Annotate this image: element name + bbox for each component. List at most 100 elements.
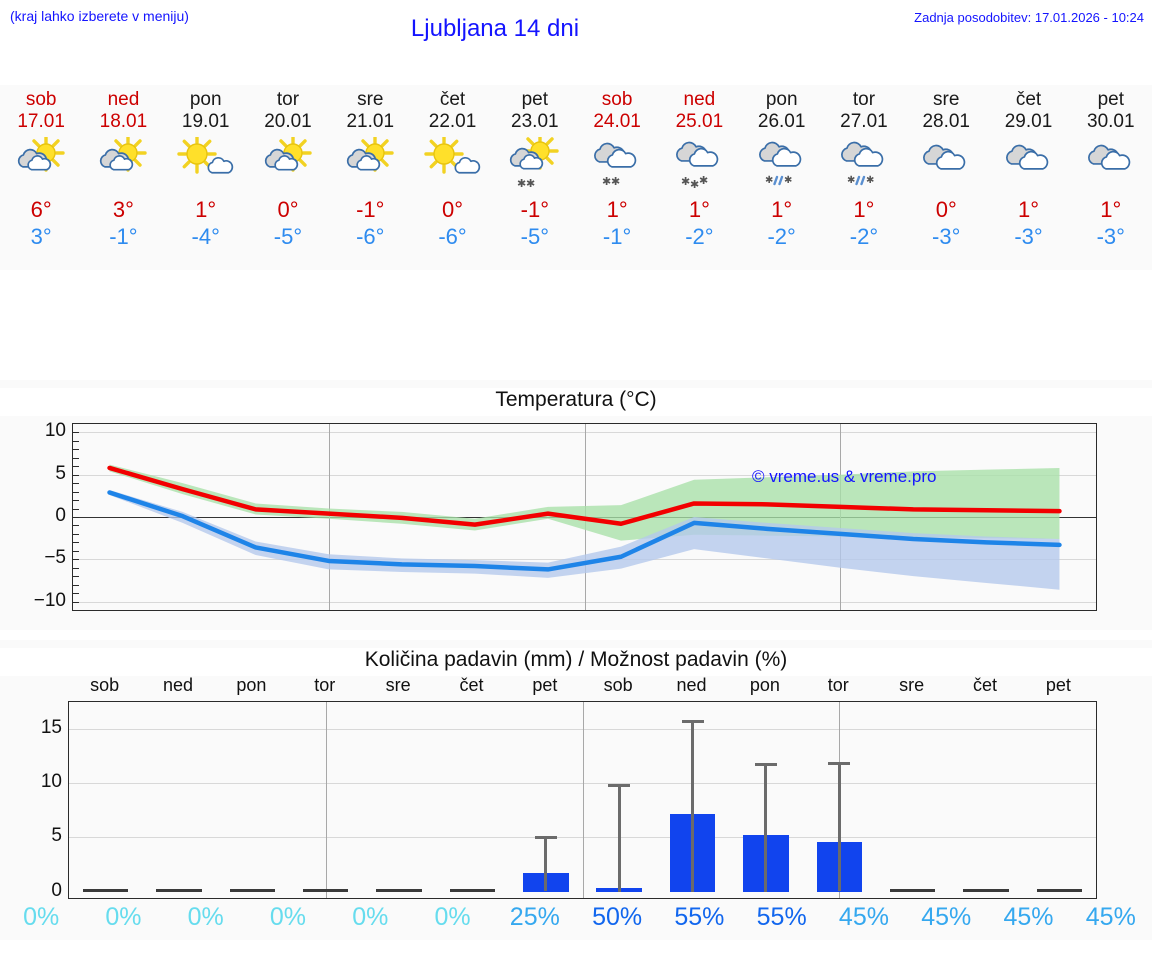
precipitation-day-label: tor — [827, 675, 849, 695]
y-axis-tick-label: 15 — [40, 717, 62, 739]
day-column[interactable]: čet 29.01 1° -3° — [987, 85, 1069, 270]
day-min-temperature: -2° — [685, 224, 714, 249]
precipitation-day-label: čet — [972, 675, 997, 695]
precipitation-probability-label: 45% — [838, 903, 889, 931]
y-axis-tick-label: −5 — [44, 547, 66, 569]
day-min-temperature: -6° — [356, 224, 385, 249]
cloud-light-snow-icon: ✱ ✱ — [586, 137, 648, 189]
y-axis-tick-label: 5 — [51, 825, 62, 847]
day-column[interactable]: pon 19.01 1° -4° — [165, 85, 247, 270]
day-name: pet — [521, 89, 549, 110]
precipitation-error-bar-cap — [828, 761, 851, 765]
precipitation-bar-zero[interactable] — [449, 888, 496, 892]
day-name: pon — [765, 89, 798, 110]
day-date: 29.01 — [1004, 111, 1053, 132]
day-column[interactable]: tor 20.01 0° -5° — [247, 85, 329, 270]
svg-text:✱: ✱ — [690, 178, 699, 189]
gridline-vertical — [582, 702, 584, 898]
svg-text:✱: ✱ — [602, 175, 611, 188]
day-max-temperature: 1° — [195, 197, 217, 222]
day-column[interactable]: pon 26.01 ✱ ✱ 1° -2° — [741, 85, 823, 270]
precipitation-day-label: pon — [236, 675, 267, 695]
precipitation-error-bar — [691, 720, 695, 892]
temperature-line — [107, 465, 1062, 527]
day-min-temperature: -2° — [767, 224, 796, 249]
gridline-vertical — [325, 702, 327, 898]
precipitation-bar-zero[interactable] — [376, 888, 422, 892]
precipitation-probability-label: 55% — [756, 903, 807, 931]
svg-text:✱: ✱ — [681, 175, 690, 188]
day-name: sre — [933, 89, 960, 110]
day-max-temperature: 3° — [112, 197, 134, 222]
temperature-range-band — [109, 464, 1060, 541]
axis-tick-mark — [73, 491, 79, 493]
axis-tick-mark — [73, 601, 79, 603]
day-date: 18.01 — [99, 111, 148, 132]
day-column[interactable]: pet 30.01 1° -3° — [1070, 85, 1152, 270]
day-date: 26.01 — [757, 111, 806, 132]
precipitation-bar-zero[interactable] — [156, 888, 202, 892]
svg-text:✱: ✱ — [765, 175, 773, 186]
precipitation-probability-label: 55% — [674, 903, 725, 931]
precipitation-day-label: ned — [163, 675, 194, 695]
precipitation-bar-zero[interactable] — [963, 888, 1009, 892]
menu-hint-text: (kraj lahko izberete v meniju) — [10, 8, 189, 24]
axis-tick-mark — [73, 525, 79, 527]
day-min-temperature: -4° — [191, 224, 220, 249]
cloud-snow-icon: ✱ ✱ ✱ — [668, 137, 730, 191]
precipitation-error-bar-cap — [754, 762, 777, 766]
day-column[interactable]: sob 24.01 ✱ ✱ 1° -1° — [576, 85, 658, 270]
day-column[interactable]: tor 27.01 ✱ ✱ 1° -2° — [823, 85, 905, 270]
day-column[interactable]: sob 17.01 6° 3° — [0, 85, 82, 270]
axis-tick-mark — [73, 550, 79, 552]
day-max-temperature: 6° — [30, 197, 52, 222]
day-max-temperature: 1° — [771, 197, 793, 222]
precipitation-error-bar — [837, 761, 841, 892]
cloud-rain-snow-icon: ✱ ✱ — [833, 137, 895, 189]
precipitation-day-labels: sob ned pon tor sre čet pet sob ned pon tor sre čet p… — [68, 675, 1095, 699]
precipitation-bar-zero[interactable] — [229, 888, 276, 892]
cloud-icon — [1080, 137, 1142, 189]
precipitation-plot-area — [68, 701, 1097, 899]
day-min-temperature: -1° — [109, 224, 138, 249]
daily-forecast-strip: sob 17.01 6° 3° ned 18.01 3° -1° pon 19.01 1° -4° to… — [0, 85, 1152, 270]
precipitation-day-label: sob — [90, 675, 120, 695]
day-name: pet — [1097, 89, 1124, 110]
y-axis-tick-label: 10 — [40, 771, 62, 793]
sun-behind-cloud-icon — [10, 134, 72, 189]
day-column[interactable]: ned 18.01 3° -1° — [82, 85, 164, 270]
day-column[interactable]: sre 21.01 -1° -6° — [329, 85, 411, 270]
precipitation-probability-label: 0% — [187, 903, 224, 931]
precipitation-probability-label: 0% — [23, 903, 60, 931]
axis-tick-mark — [73, 457, 79, 459]
precipitation-day-label: pet — [532, 675, 558, 695]
precipitation-day-label: sob — [603, 675, 633, 695]
svg-text:✱: ✱ — [517, 177, 526, 189]
page-title: Ljubljana 14 dni — [410, 15, 580, 42]
temperature-range-band — [109, 489, 1060, 590]
day-column[interactable]: ned 25.01 ✱ ✱ ✱ 1° -2° — [658, 85, 740, 270]
precipitation-bar-zero[interactable] — [889, 888, 936, 892]
day-date: 30.01 — [1087, 111, 1135, 132]
day-name: čet — [439, 89, 466, 110]
day-column[interactable]: sre 28.01 0° -3° — [905, 85, 987, 270]
precipitation-bar-zero[interactable] — [82, 888, 129, 892]
day-max-temperature: 1° — [606, 197, 628, 222]
day-date: 23.01 — [511, 111, 559, 132]
day-name: sre — [357, 89, 384, 110]
day-max-temperature: 1° — [1100, 197, 1122, 222]
day-min-temperature: -5° — [520, 224, 549, 249]
precipitation-day-label: sre — [385, 675, 411, 695]
precipitation-bar-zero[interactable] — [1036, 888, 1083, 892]
precipitation-bar-zero[interactable] — [303, 888, 349, 892]
precipitation-probability-label: 50% — [592, 903, 643, 931]
day-min-temperature: 3° — [30, 224, 52, 249]
day-min-temperature: -3° — [1096, 224, 1125, 249]
day-column[interactable]: pet 23.01 ✱ ✱ -1° -5° — [494, 85, 576, 270]
svg-text:✱: ✱ — [611, 175, 620, 188]
day-column[interactable]: čet 22.01 0° -6° — [411, 85, 493, 270]
day-min-temperature: -6° — [438, 224, 467, 249]
day-min-temperature: -2° — [849, 224, 879, 249]
day-name: čet — [1015, 89, 1042, 110]
precipitation-probability-label: 0% — [434, 903, 471, 931]
